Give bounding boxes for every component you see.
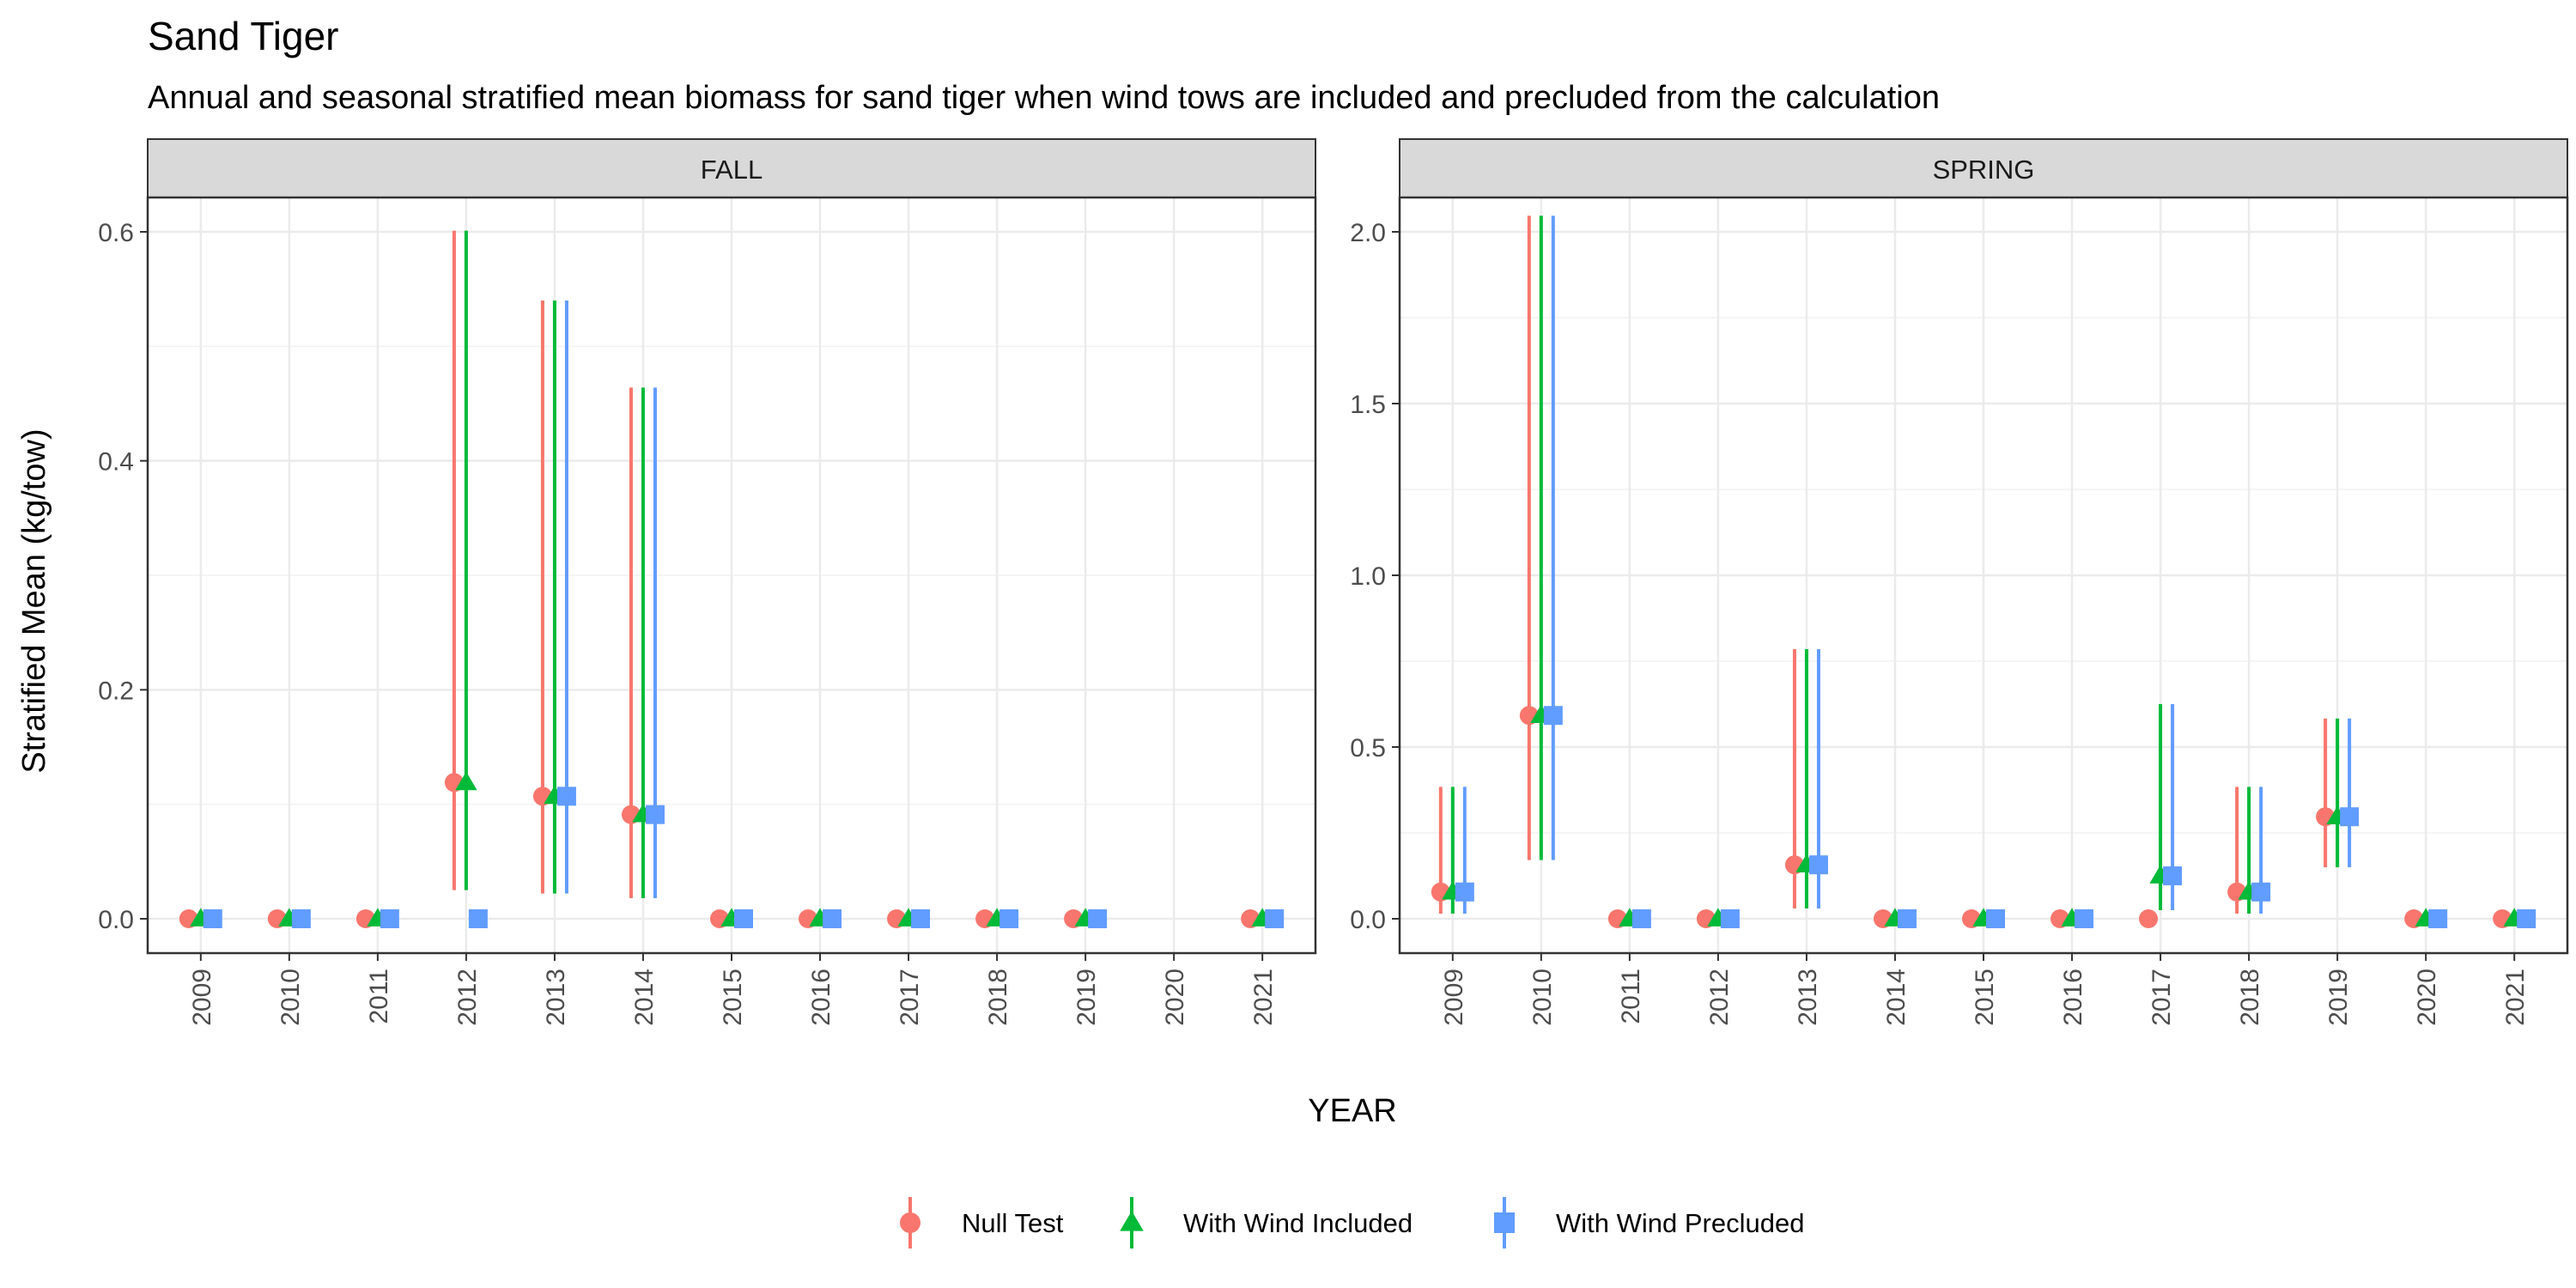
- legend-label-with-wind-precluded: With Wind Precluded: [1556, 1208, 1804, 1238]
- y-tick-label-spring: 0.5: [1350, 734, 1386, 762]
- x-tick-label-spring: 2018: [2236, 969, 2264, 1026]
- x-tick-label-fall: 2017: [896, 969, 924, 1026]
- point-with-wind-precluded: [1455, 882, 1474, 902]
- point-with-wind-precluded: [734, 909, 753, 928]
- panel-border-fall: [146, 196, 1317, 955]
- point-with-wind-precluded: [1265, 909, 1285, 928]
- point-with-wind-precluded: [1631, 909, 1651, 928]
- point-with-wind-precluded: [2340, 807, 2360, 827]
- legend-key-with-wind-precluded: [1494, 1212, 1515, 1233]
- x-tick-label-spring: 2010: [1528, 969, 1557, 1026]
- point-with-wind-precluded: [2075, 909, 2094, 928]
- point-with-wind-precluded: [468, 909, 488, 928]
- x-tick-label-fall: 2021: [1249, 969, 1278, 1026]
- facet-label-fall: FALL: [701, 155, 762, 185]
- chart-subtitle: Annual and seasonal stratified mean biom…: [148, 80, 1940, 116]
- point-with-wind-precluded: [2251, 882, 2271, 902]
- y-tick-label-spring: 2.0: [1350, 219, 1386, 247]
- point-with-wind-precluded: [1543, 706, 1563, 726]
- x-tick-label-fall: 2011: [365, 969, 393, 1024]
- x-tick-label-spring: 2012: [1705, 969, 1734, 1026]
- x-tick-label-spring: 2016: [2059, 969, 2087, 1026]
- point-null-test: [2139, 909, 2159, 928]
- legend-label-with-wind-included: With Wind Included: [1183, 1208, 1413, 1238]
- point-with-wind-precluded: [2163, 866, 2183, 885]
- point-with-wind-precluded: [911, 909, 931, 928]
- x-tick-label-spring: 2011: [1617, 969, 1645, 1024]
- x-tick-label-spring: 2015: [1971, 969, 1999, 1026]
- point-with-wind-precluded: [2428, 909, 2448, 928]
- x-tick-label-fall: 2014: [630, 969, 659, 1026]
- point-with-wind-precluded: [1986, 909, 2005, 928]
- y-tick-label-spring: 1.0: [1350, 562, 1386, 591]
- facet-strip-spring: [1399, 138, 2568, 198]
- x-tick-label-spring: 2013: [1794, 969, 1822, 1026]
- x-tick-label-fall: 2012: [453, 969, 482, 1026]
- point-with-wind-precluded: [291, 909, 311, 928]
- legend-key-null-test: [900, 1212, 920, 1233]
- y-tick-label-fall: 0.2: [98, 677, 134, 705]
- x-tick-label-fall: 2019: [1072, 969, 1101, 1026]
- y-axis-label: Stratified Mean (kg/tow): [16, 428, 52, 773]
- chart-title: Sand Tiger: [148, 14, 338, 58]
- legend: Null Test With Wind Included With Wind Pre…: [900, 1197, 1804, 1249]
- x-tick-label-spring: 2019: [2324, 969, 2353, 1026]
- legend-label-null-test: Null Test: [962, 1208, 1064, 1238]
- y-tick-label-spring: 0.0: [1350, 906, 1386, 934]
- x-axis-label: YEAR: [1308, 1093, 1396, 1129]
- point-with-wind-precluded: [1088, 909, 1108, 928]
- x-tick-label-fall: 2018: [984, 969, 1012, 1026]
- x-tick-label-spring: 2014: [1882, 969, 1911, 1026]
- x-tick-label-spring: 2017: [2148, 969, 2176, 1026]
- y-tick-label-fall: 0.4: [98, 448, 134, 477]
- panel-spring: SPRING 0.0 0.5 1.0 1.5 2.0 2009 2010 2011 2012 201…: [1350, 138, 2569, 1026]
- facet-label-spring: SPRING: [1933, 155, 2035, 185]
- x-tick-label-fall: 2015: [719, 969, 747, 1026]
- point-with-wind-included: [455, 771, 477, 791]
- x-tick-label-fall: 2016: [807, 969, 835, 1026]
- point-with-wind-precluded: [556, 787, 576, 806]
- y-tick-label-fall: 0.6: [98, 219, 134, 247]
- point-with-wind-precluded: [203, 909, 222, 928]
- point-with-wind-precluded: [380, 909, 399, 928]
- x-tick-label-fall: 2009: [188, 969, 216, 1026]
- point-with-wind-precluded: [1808, 855, 1828, 875]
- facet-strip-fall: [147, 138, 1316, 198]
- y-tick-label-spring: 1.5: [1350, 391, 1386, 419]
- point-with-wind-precluded: [645, 805, 665, 824]
- point-with-wind-precluded: [1897, 909, 1917, 928]
- x-tick-label-fall: 2010: [276, 969, 305, 1026]
- x-tick-label-spring: 2021: [2501, 969, 2530, 1026]
- x-tick-label-spring: 2020: [2413, 969, 2441, 1026]
- legend-key-with-wind-included: [1120, 1211, 1144, 1231]
- point-with-wind-precluded: [823, 909, 842, 928]
- x-tick-label-fall: 2013: [542, 969, 570, 1026]
- panel-border-spring: [1398, 196, 2569, 955]
- point-with-wind-precluded: [1720, 909, 1740, 928]
- y-tick-label-fall: 0.0: [98, 906, 134, 934]
- panel-fall: FALL 0.0 0.2 0.4 0.6 2009 2010 2011 2012 2013 2014…: [98, 138, 1317, 1026]
- x-tick-label-spring: 2009: [1440, 969, 1468, 1026]
- point-with-wind-precluded: [999, 909, 1019, 928]
- point-with-wind-precluded: [2517, 909, 2537, 928]
- x-tick-label-fall: 2020: [1161, 969, 1189, 1026]
